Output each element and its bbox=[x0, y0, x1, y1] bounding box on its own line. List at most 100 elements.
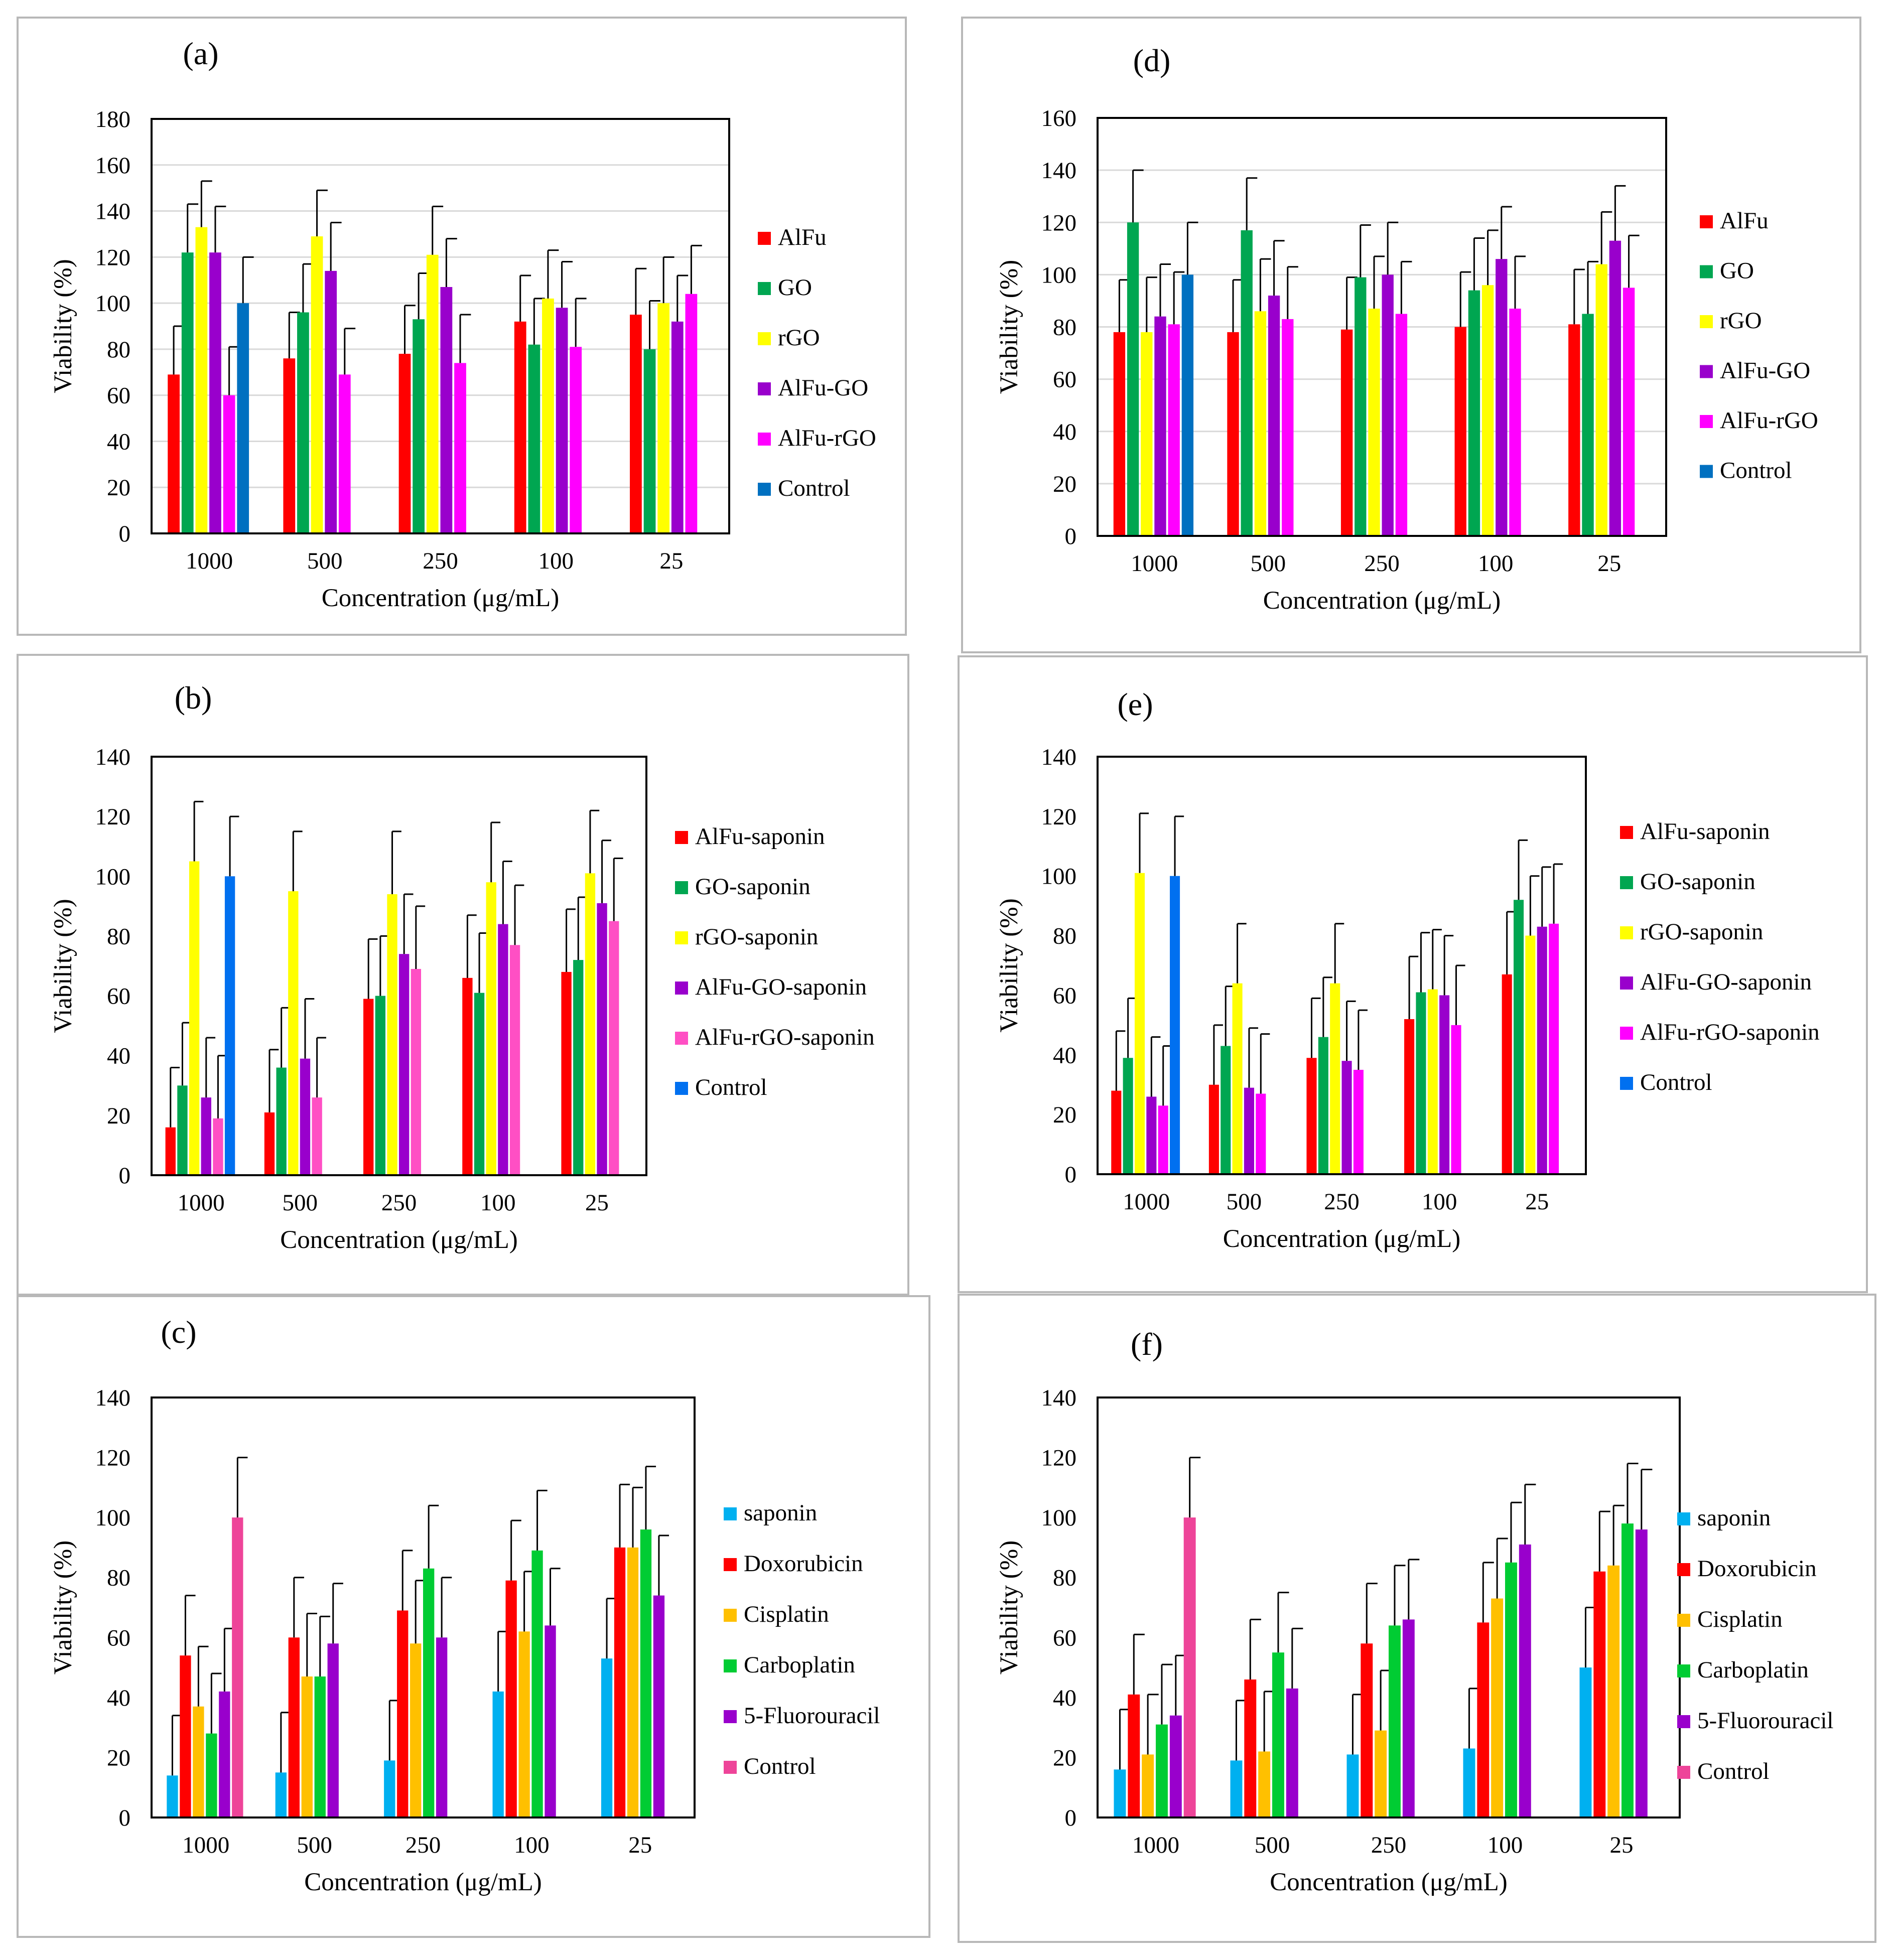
bar bbox=[1519, 1544, 1531, 1817]
y-axis-title: Viability (%) bbox=[995, 1541, 1023, 1674]
legend-label: Control bbox=[744, 1753, 816, 1779]
legend-swatch bbox=[1677, 1512, 1690, 1525]
y-tick-label: 120 bbox=[1041, 210, 1077, 236]
bar bbox=[397, 1610, 409, 1817]
legend-label: saponin bbox=[1697, 1505, 1771, 1531]
bar bbox=[413, 319, 425, 533]
bar bbox=[542, 298, 554, 533]
bar bbox=[514, 321, 526, 533]
y-tick-label: 0 bbox=[119, 1805, 131, 1831]
bar bbox=[653, 1595, 665, 1817]
x-tick-label: 250 bbox=[381, 1190, 417, 1216]
y-tick-label: 40 bbox=[1053, 1685, 1076, 1711]
legend-swatch bbox=[1620, 926, 1633, 939]
y-tick-label: 60 bbox=[107, 1625, 130, 1651]
legend-swatch bbox=[1620, 826, 1633, 839]
bar bbox=[1183, 1517, 1196, 1817]
bar bbox=[492, 1691, 504, 1817]
x-tick-label: 1000 bbox=[178, 1190, 225, 1216]
y-tick-label: 60 bbox=[1053, 983, 1076, 1009]
bar bbox=[1502, 974, 1512, 1174]
bar bbox=[505, 1580, 517, 1817]
y-tick-label: 0 bbox=[119, 1163, 131, 1189]
bar bbox=[201, 1097, 211, 1175]
y-tick-label: 60 bbox=[1053, 367, 1076, 393]
y-tick-label: 20 bbox=[107, 475, 130, 501]
y-tick-label: 60 bbox=[107, 383, 130, 409]
bar bbox=[1579, 1667, 1592, 1817]
plot-area bbox=[1097, 756, 1587, 1175]
legend-label: rGO-saponin bbox=[695, 924, 818, 950]
y-tick-label: 0 bbox=[119, 521, 131, 547]
legend-swatch bbox=[1620, 876, 1633, 889]
bar bbox=[1395, 314, 1408, 536]
bar bbox=[671, 321, 684, 533]
bar bbox=[609, 921, 619, 1175]
bar bbox=[283, 358, 296, 533]
y-tick-label: 80 bbox=[107, 337, 130, 363]
x-tick-label: 100 bbox=[538, 548, 574, 574]
y-tick-label: 120 bbox=[95, 1445, 131, 1471]
legend-label: Carboplatin bbox=[1697, 1657, 1809, 1683]
y-tick-label: 100 bbox=[95, 1505, 131, 1531]
legend-label: GO-saponin bbox=[1640, 869, 1755, 895]
bar bbox=[276, 1067, 287, 1175]
bar bbox=[237, 303, 249, 533]
y-tick-label: 100 bbox=[1041, 262, 1077, 288]
bar bbox=[1158, 1105, 1168, 1174]
bar bbox=[168, 374, 180, 533]
bar bbox=[1382, 274, 1394, 536]
bar bbox=[1256, 1093, 1266, 1174]
bar bbox=[327, 1643, 339, 1817]
legend-label: AlFu-GO bbox=[1720, 358, 1810, 384]
bar bbox=[614, 1547, 626, 1817]
bar bbox=[1113, 332, 1126, 536]
y-tick-label: 40 bbox=[1053, 419, 1076, 445]
bar bbox=[312, 1097, 322, 1175]
panel-frame bbox=[17, 654, 909, 1296]
y-tick-label: 160 bbox=[1041, 105, 1077, 131]
bar bbox=[630, 315, 642, 533]
bar bbox=[1268, 296, 1280, 536]
bar bbox=[1635, 1529, 1648, 1817]
legend-swatch bbox=[758, 232, 771, 245]
bar bbox=[573, 960, 584, 1175]
bar bbox=[209, 252, 221, 534]
bar bbox=[1463, 1748, 1475, 1817]
legend-label: Carboplatin bbox=[744, 1652, 855, 1678]
x-tick-label: 100 bbox=[514, 1832, 550, 1858]
legend-swatch bbox=[675, 831, 688, 844]
bar bbox=[528, 344, 540, 533]
legend-label: 5-Fluorouracil bbox=[1697, 1708, 1834, 1734]
legend-label: AlFu-rGO-saponin bbox=[1640, 1019, 1820, 1045]
x-tick-label: 25 bbox=[628, 1832, 652, 1858]
y-tick-label: 20 bbox=[1053, 471, 1076, 497]
bar bbox=[640, 1529, 652, 1817]
y-tick-label: 80 bbox=[1053, 1565, 1076, 1591]
bar bbox=[311, 236, 323, 533]
x-tick-label: 25 bbox=[1610, 1832, 1634, 1858]
plot-area bbox=[151, 756, 647, 1176]
bar bbox=[601, 1658, 613, 1817]
legend-swatch bbox=[1677, 1715, 1690, 1728]
bar bbox=[545, 1625, 556, 1817]
bar bbox=[411, 968, 422, 1175]
bar bbox=[1496, 259, 1508, 536]
bar bbox=[1621, 1523, 1634, 1817]
bar bbox=[264, 1112, 275, 1175]
bar bbox=[223, 395, 235, 533]
y-tick-label: 100 bbox=[95, 291, 131, 317]
bar bbox=[181, 252, 194, 534]
y-tick-label: 80 bbox=[107, 923, 130, 949]
y-axis-title: Viability (%) bbox=[49, 899, 77, 1033]
bar bbox=[1404, 1019, 1415, 1174]
y-tick-label: 40 bbox=[107, 1685, 130, 1711]
bar bbox=[1244, 1679, 1257, 1817]
y-axis-title: Viability (%) bbox=[49, 1541, 77, 1674]
bar bbox=[585, 873, 596, 1175]
y-tick-label: 80 bbox=[107, 1565, 130, 1591]
y-tick-label: 140 bbox=[1041, 744, 1077, 770]
bar bbox=[1128, 1694, 1140, 1817]
y-tick-label: 100 bbox=[95, 864, 131, 890]
legend-swatch bbox=[1620, 1027, 1633, 1040]
